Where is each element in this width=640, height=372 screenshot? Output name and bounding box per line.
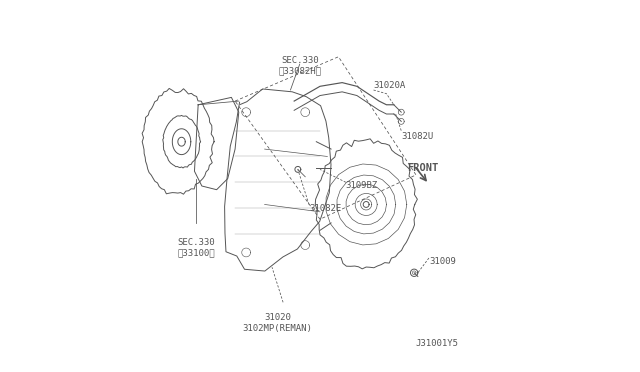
Text: 31082U: 31082U <box>401 132 433 141</box>
Text: J31001Y5: J31001Y5 <box>415 340 458 349</box>
Text: 31082E: 31082E <box>309 203 341 213</box>
Text: 31009: 31009 <box>429 257 456 266</box>
Text: 3109BZ: 3109BZ <box>346 182 378 190</box>
Text: 31020
3102MP(REMAN): 31020 3102MP(REMAN) <box>243 313 312 333</box>
Text: SEC.330
〳33082H〴: SEC.330 〳33082H〴 <box>278 56 321 75</box>
Text: FRONT: FRONT <box>407 163 438 173</box>
Text: 31020A: 31020A <box>374 81 406 90</box>
Text: SEC.330
〳33100〴: SEC.330 〳33100〴 <box>177 238 215 257</box>
